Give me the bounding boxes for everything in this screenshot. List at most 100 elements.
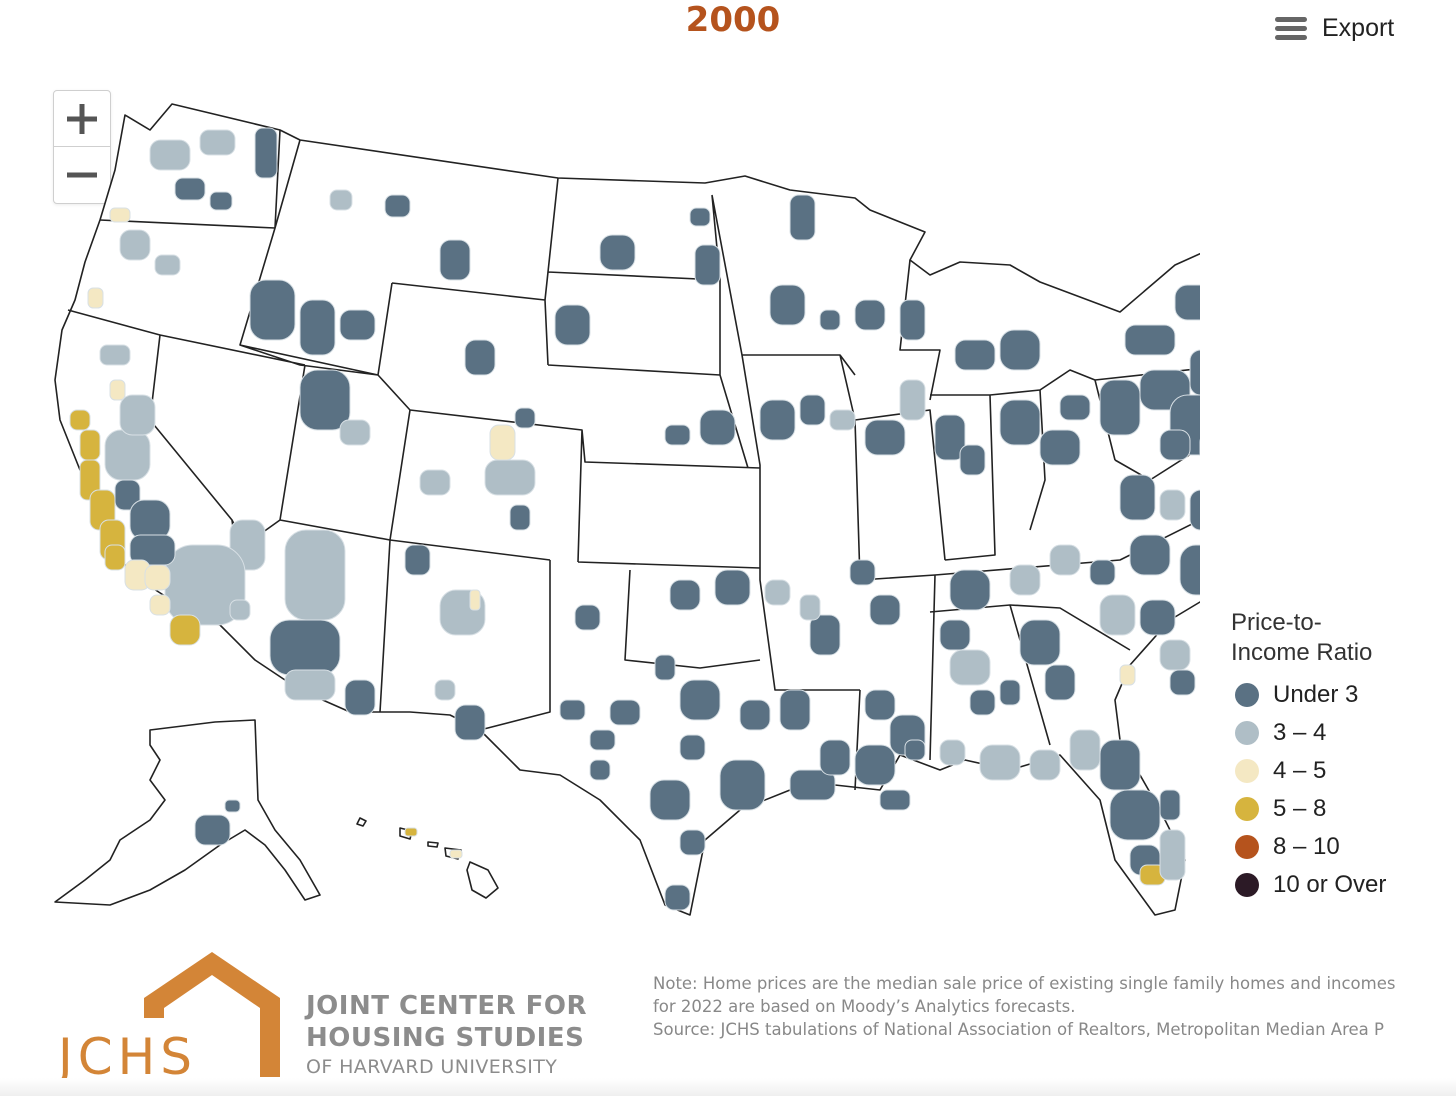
metro-area[interactable] [509,504,531,531]
metro-area[interactable] [174,177,206,201]
metro-area[interactable] [764,579,791,606]
metro-area[interactable] [119,394,156,436]
metro-area[interactable] [554,304,591,346]
metro-area[interactable] [979,744,1021,781]
metro-area[interactable] [759,399,796,441]
metro-area[interactable] [209,191,233,211]
zoom-in-button[interactable] [54,91,110,147]
metro-area[interactable] [1119,474,1156,521]
metro-area[interactable] [194,814,231,846]
metro-area[interactable] [664,424,691,446]
metro-area[interactable] [1059,394,1091,421]
metro-area[interactable] [899,379,926,421]
metro-area[interactable] [1009,564,1041,596]
metro-area[interactable] [149,139,191,171]
metro-area[interactable] [439,239,471,281]
metro-area[interactable] [664,884,691,911]
export-button[interactable]: Export [1274,8,1394,48]
metro-area[interactable] [939,739,966,766]
metro-area[interactable] [949,649,991,686]
legend-item[interactable]: 8 – 10 [1231,828,1386,866]
metro-area[interactable] [1069,729,1101,771]
metro-area[interactable] [419,469,451,496]
metro-area[interactable] [404,827,418,837]
metro-area[interactable] [1099,379,1141,436]
metro-area[interactable] [589,729,616,751]
metro-area[interactable] [954,339,996,371]
zoom-out-button[interactable] [54,147,110,202]
legend-item[interactable]: 10 or Over [1231,866,1386,904]
metro-area[interactable] [1049,544,1081,576]
metro-area[interactable] [129,499,171,541]
metro-area[interactable] [679,829,706,856]
metro-area[interactable] [1159,429,1191,461]
metro-area[interactable] [449,849,463,859]
metro-area[interactable] [819,739,851,776]
legend-item[interactable]: 3 – 4 [1231,714,1386,752]
metro-area[interactable] [329,189,353,211]
metro-area[interactable] [819,309,841,331]
metro-area[interactable] [799,394,826,426]
metro-area[interactable] [949,569,991,611]
metro-area[interactable] [169,614,201,646]
metro-area[interactable] [829,409,856,431]
metro-area[interactable] [1159,639,1191,671]
metro-area[interactable] [1039,429,1081,466]
metro-area[interactable] [104,544,126,571]
metro-area[interactable] [649,779,691,821]
metro-area[interactable] [299,299,336,356]
metro-area[interactable] [344,679,376,716]
metro-area[interactable] [939,619,971,651]
metro-area[interactable] [609,699,641,726]
metro-area[interactable] [864,419,906,456]
metro-area[interactable] [694,244,721,286]
metro-area[interactable] [779,689,811,731]
metro-area[interactable] [854,299,886,331]
metro-area[interactable] [514,407,536,429]
metro-area[interactable] [1169,669,1196,696]
metro-area[interactable] [87,287,104,309]
metro-area[interactable] [574,604,601,631]
metro-area[interactable] [899,299,926,341]
metro-area[interactable] [869,594,901,626]
metro-area[interactable] [1174,284,1200,321]
metro-area[interactable] [434,679,456,701]
metro-area[interactable] [1179,544,1200,596]
metro-area[interactable] [284,529,346,621]
metro-area[interactable] [789,769,836,801]
metro-area[interactable] [284,669,336,701]
metro-area[interactable] [109,379,126,401]
metro-area[interactable] [714,569,751,606]
metro-area[interactable] [799,594,821,621]
metro-area[interactable] [959,444,986,476]
metro-area[interactable] [489,424,516,461]
metro-area[interactable] [904,739,926,761]
metro-area[interactable] [809,614,841,656]
metro-area[interactable] [739,699,771,731]
metro-area[interactable] [269,619,341,676]
metro-area[interactable] [339,309,376,341]
metro-area[interactable] [69,409,91,431]
metro-area[interactable] [1139,599,1176,636]
metro-area[interactable] [854,744,896,786]
metro-area[interactable] [599,234,636,271]
metro-area[interactable] [999,679,1021,706]
metro-area[interactable] [999,329,1041,371]
legend-item[interactable]: 5 – 8 [1231,790,1386,828]
metro-area[interactable] [1044,664,1076,701]
metro-area[interactable] [654,654,676,681]
metro-area[interactable] [1159,489,1186,521]
metro-area[interactable] [879,789,911,811]
metro-area[interactable] [1119,664,1136,686]
metro-area[interactable] [1019,619,1061,666]
metro-area[interactable] [1129,534,1171,576]
metro-area[interactable] [719,759,766,811]
metro-area[interactable] [154,254,181,276]
metro-area[interactable] [1159,829,1186,881]
metro-area[interactable] [559,699,586,721]
metro-area[interactable] [104,429,151,481]
metro-area[interactable] [404,544,431,576]
metro-area[interactable] [679,679,721,721]
metro-area[interactable] [79,429,101,461]
metro-area[interactable] [109,207,131,223]
